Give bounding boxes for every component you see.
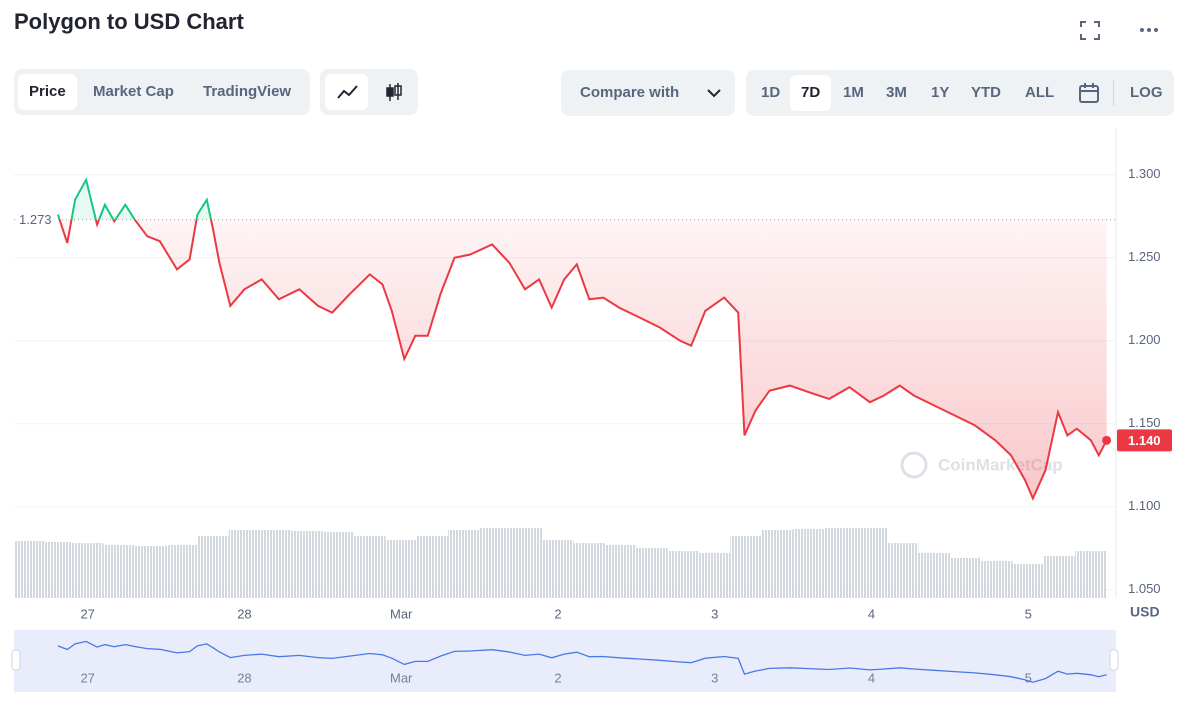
volume-bar: [14, 541, 46, 598]
volume-bar: [448, 530, 480, 598]
calendar-icon[interactable]: [1077, 81, 1101, 105]
volume-bar: [166, 545, 198, 598]
tab[interactable]: Price: [18, 74, 77, 110]
volume-bar: [949, 558, 982, 598]
nav-line: [57, 640, 1107, 683]
nav-tick-label: 4: [868, 670, 875, 685]
volume-bar: [667, 551, 700, 598]
x-tick-label: 3: [711, 606, 718, 621]
chart-title: Polygon to USD Chart: [14, 9, 244, 34]
volume-bar: [197, 536, 229, 598]
volume-bar: [322, 532, 355, 598]
range[interactable]: 7D: [790, 75, 832, 111]
last-point: [1102, 435, 1112, 445]
volume-bar: [416, 536, 449, 598]
volume-bar: [260, 530, 292, 598]
volume-bar: [40, 542, 72, 598]
volume-bar: [1012, 564, 1044, 598]
range[interactable]: ALL: [1025, 84, 1055, 101]
y-unit: USD: [1130, 604, 1160, 620]
y-tick-label: 1.250: [1128, 249, 1161, 264]
volume-bar: [1043, 556, 1076, 598]
separator: [1113, 80, 1114, 106]
candle-type[interactable]: [372, 74, 415, 110]
volume-bar: [761, 530, 794, 598]
log-toggle[interactable]: LOG: [1130, 84, 1163, 101]
volume-bar: [291, 531, 323, 598]
price-tag-label: 1.140: [1128, 433, 1161, 448]
volume-bar: [918, 553, 950, 598]
y-tick-label: 1.100: [1128, 498, 1161, 513]
volume-bar: [604, 545, 637, 598]
y-tick-label: 1.050: [1128, 581, 1161, 596]
line-type[interactable]: [325, 74, 368, 110]
price-line-down: [58, 219, 1108, 501]
nav-tick-label: 27: [80, 670, 94, 685]
volume-bar: [72, 543, 104, 598]
tab-group: Price Market Cap TradingView: [14, 69, 310, 115]
nav-tick-label: Mar: [390, 670, 413, 685]
nav-handle[interactable]: [1109, 649, 1119, 671]
y-tick-label: 1.300: [1128, 166, 1161, 181]
volume-bar: [573, 543, 605, 598]
reference-label-bg: [16, 210, 56, 229]
area-down: [59, 219, 1107, 499]
volume-bar: [385, 540, 417, 598]
nav-tick-label: 5: [1025, 670, 1032, 685]
volume-bar: [479, 528, 511, 598]
range[interactable]: 1D: [761, 84, 781, 101]
tab[interactable]: TradingView: [203, 83, 292, 100]
range[interactable]: 3M: [886, 84, 907, 101]
volume-bar: [134, 546, 167, 598]
x-tick-label: 2: [554, 606, 561, 621]
chart-type-group: [320, 69, 418, 115]
reference-label: 1.273: [19, 212, 52, 227]
x-tick-label: 5: [1025, 606, 1032, 621]
nav-tick-label: 3: [711, 670, 718, 685]
volume-bar: [981, 561, 1013, 598]
nav-tick-label: 2: [554, 670, 561, 685]
navigator: [14, 630, 1116, 692]
volume-bar: [354, 536, 386, 598]
volume-bar: [510, 528, 543, 598]
volume-bar: [542, 540, 574, 598]
range[interactable]: 1M: [843, 84, 864, 101]
y-tick-label: 1.150: [1128, 415, 1161, 430]
volume-bar: [636, 548, 668, 598]
volume-bar: [887, 543, 919, 598]
volume-bar: [1075, 551, 1107, 598]
price-tag: [1117, 429, 1172, 452]
volume-bar: [699, 553, 731, 598]
range-group: 1D 7D 1M 3M 1Y YTD ALL LOG: [746, 70, 1174, 116]
volume-bar: [855, 528, 888, 598]
x-tick-label: 4: [868, 606, 875, 621]
compare-select[interactable]: Compare with: [561, 70, 735, 116]
volume-bar: [793, 529, 825, 598]
volume-bar: [730, 536, 762, 598]
nav-tick-label: 28: [237, 670, 251, 685]
x-tick-label: Mar: [390, 606, 413, 621]
range[interactable]: YTD: [971, 84, 1001, 101]
tab[interactable]: Market Cap: [93, 83, 174, 100]
volume-bar: [824, 528, 856, 598]
nav-handle[interactable]: [11, 649, 21, 671]
range[interactable]: 1Y: [931, 84, 950, 101]
x-tick-label: 27: [80, 606, 94, 621]
x-tick-label: 28: [237, 606, 251, 621]
compare-label: Compare with: [580, 84, 680, 101]
volume-bar: [103, 545, 135, 598]
y-tick-label: 1.200: [1128, 332, 1161, 347]
volume-bar: [228, 530, 261, 598]
